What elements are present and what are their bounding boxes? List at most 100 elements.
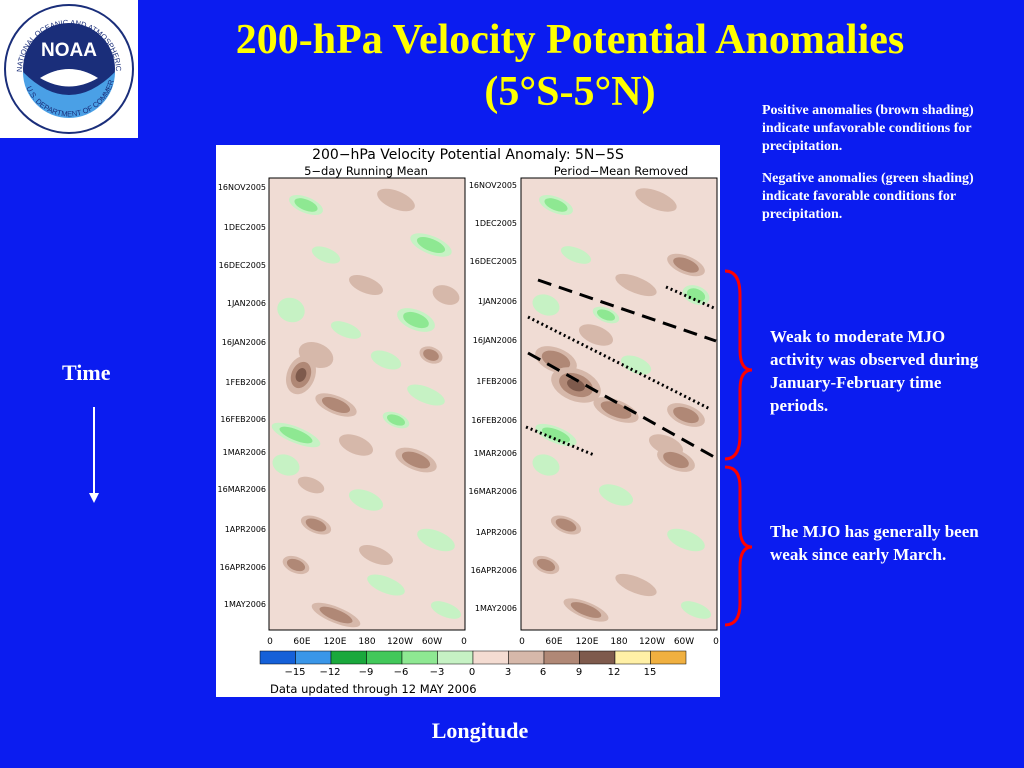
date-tick-right: 16NOV2005 (469, 181, 517, 190)
anomaly-shading (532, 454, 560, 476)
anomaly-shading (541, 427, 571, 443)
date-tick-right: 16FEB2006 (471, 416, 517, 425)
colorbar-swatch (366, 650, 403, 665)
left-panel-title: 5−day Running Mean (304, 164, 428, 178)
date-tick-left: 1APR2006 (225, 525, 266, 534)
colorbar-swatch (508, 650, 545, 665)
colorbar-label: −12 (319, 667, 340, 678)
colorbar-label: −3 (430, 667, 445, 678)
anomaly-shading (673, 406, 699, 424)
bracket-jan-feb (724, 269, 753, 461)
lon-tick-left: 0 (267, 637, 273, 647)
date-tick-left: 1DEC2005 (224, 223, 266, 232)
colorbar-swatch (614, 650, 651, 665)
anomaly-shading (272, 454, 300, 476)
anomaly-shading (615, 273, 657, 297)
positive-anomaly-note: Positive anomalies (brown shading) indic… (762, 103, 974, 154)
lon-tick-left: 60E (293, 637, 310, 647)
lon-tick-right: 180 (610, 637, 627, 647)
anomaly-shading (297, 476, 325, 494)
date-tick-right: 16DEC2005 (470, 257, 517, 266)
time-axis-label: Time (62, 360, 111, 385)
anomaly-shading (367, 574, 405, 596)
figure-title: 200−hPa Velocity Potential Anomaly: 5N−5… (312, 147, 624, 163)
colorbar-label: 15 (644, 667, 657, 678)
mjo-weak-note: The MJO has generally been weak since ea… (770, 522, 979, 564)
left-panel-shading (271, 188, 462, 628)
anomaly-shading (277, 297, 305, 323)
lon-tick-right: 60W (674, 637, 694, 647)
dotted-line-middle (527, 315, 711, 411)
anomaly-shading (377, 188, 415, 212)
colorbar (259, 650, 687, 665)
title-line-1: 200-hPa Velocity Potential Anomalies (235, 17, 905, 63)
anomaly-shading (338, 434, 374, 456)
right-panel-shading (532, 188, 712, 622)
lon-tick-right: 0 (519, 637, 525, 647)
colorbar-label: −15 (284, 667, 305, 678)
anomaly-shading (407, 384, 445, 406)
colorbar-swatch (330, 650, 367, 665)
anomaly-shading (403, 311, 429, 329)
negative-anomaly-note: Negative anomalies (green shading) indic… (762, 171, 974, 222)
date-tick-left: 1FEB2006 (225, 378, 266, 387)
anomaly-shading (386, 414, 406, 426)
anomaly-shading (667, 528, 705, 552)
anomaly-shading (417, 528, 455, 552)
date-tick-left: 1MAR2006 (223, 448, 266, 457)
date-tick-right: 16JAN2006 (473, 336, 517, 345)
colorbar-label: −6 (394, 667, 409, 678)
mjo-phase-lines (525, 278, 717, 460)
right-panel-title: Period−Mean Removed (554, 164, 688, 178)
date-tick-left: 1MAY2006 (224, 600, 266, 609)
colorbar-label: −9 (359, 667, 374, 678)
colorbar-swatch (401, 650, 438, 665)
anomaly-shading (370, 350, 402, 370)
date-tick-right: 1APR2006 (476, 528, 517, 537)
anomaly-shading (359, 544, 393, 566)
anomaly-shading (544, 198, 568, 212)
hovmoller-figure: 200−hPa Velocity Potential Anomaly: 5N−5… (216, 145, 720, 697)
anomaly-shading (295, 368, 307, 382)
lon-tick-left: 120W (387, 637, 413, 647)
colorbar-swatch (259, 650, 296, 665)
colorbar-label: 0 (469, 667, 475, 678)
anomaly-shading (286, 558, 306, 572)
anomaly-shading (319, 606, 353, 624)
date-tick-left: 16DEC2005 (219, 261, 266, 270)
date-tick-left: 16FEB2006 (220, 415, 266, 424)
colorbar-label: 9 (576, 667, 582, 678)
dashed-line-upper (537, 278, 717, 343)
colorbar-swatch (579, 650, 616, 665)
colorbar-label: 6 (540, 667, 546, 678)
noaa-logo: NOAA NATIONAL OCEANIC AND ATMOSPHERIC AD… (0, 0, 138, 138)
data-updated-footer: Data updated through 12 MAY 2006 (270, 682, 477, 696)
period-brackets (724, 269, 753, 627)
dotted-line-top (665, 285, 715, 310)
anomaly-shading (635, 188, 677, 212)
date-tick-right: 16MAR2006 (469, 487, 517, 496)
date-tick-left: 1JAN2006 (227, 299, 266, 308)
date-tick-right: 1JAN2006 (478, 297, 517, 306)
anomaly-shading (686, 288, 706, 302)
colorbar-swatch (543, 650, 580, 665)
lon-tick-left: 0 (461, 637, 467, 647)
mjo-weak-moderate-note: Weak to moderate MJO activity was observ… (770, 327, 979, 415)
anomaly-shading (401, 451, 431, 469)
anomaly-shading (596, 309, 616, 321)
colorbar-swatch (437, 650, 474, 665)
date-tick-left: 16APR2006 (220, 563, 266, 572)
slide-title: 200-hPa Velocity Potential Anomalies (5°… (150, 14, 990, 118)
anomaly-shading (598, 484, 634, 506)
anomaly-shading (532, 294, 560, 316)
lon-tick-left: 180 (358, 637, 375, 647)
anomaly-shading (663, 451, 689, 469)
anomaly-shading (673, 257, 699, 273)
hovmoller-plot: 200−hPa Velocity Potential Anomaly: 5N−5… (218, 147, 720, 696)
anomaly-shading (423, 349, 439, 361)
colorbar-swatch (650, 650, 687, 665)
lon-tick-right: 120W (639, 637, 665, 647)
anomaly-shading (330, 321, 362, 339)
longitude-axis-label: Longitude (431, 718, 529, 743)
down-arrow-icon (89, 407, 99, 503)
